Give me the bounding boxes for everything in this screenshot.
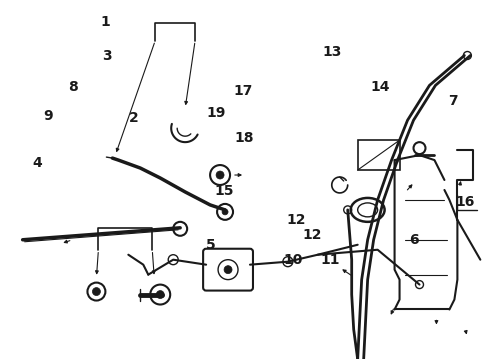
Circle shape (224, 266, 232, 274)
Text: 6: 6 (408, 233, 418, 247)
Text: 2: 2 (128, 111, 138, 125)
Text: 1: 1 (101, 15, 110, 29)
Text: 13: 13 (322, 45, 341, 59)
Text: 19: 19 (206, 105, 225, 120)
Text: 3: 3 (102, 49, 112, 63)
Text: 12: 12 (285, 213, 305, 227)
Text: 15: 15 (214, 184, 233, 198)
Text: 16: 16 (454, 194, 474, 208)
Bar (357, 140, 399, 170)
Text: 7: 7 (447, 94, 457, 108)
Circle shape (156, 291, 164, 298)
Circle shape (222, 209, 227, 215)
Circle shape (92, 288, 100, 296)
Text: 10: 10 (283, 253, 303, 267)
Text: 11: 11 (320, 253, 339, 267)
Text: 8: 8 (68, 81, 78, 94)
Text: 14: 14 (369, 81, 389, 94)
Text: 18: 18 (234, 131, 254, 145)
Text: 17: 17 (233, 84, 253, 98)
Text: 9: 9 (43, 109, 53, 123)
Text: 4: 4 (32, 156, 42, 170)
Text: 12: 12 (302, 228, 321, 242)
Text: 5: 5 (205, 238, 215, 252)
Circle shape (216, 171, 224, 179)
